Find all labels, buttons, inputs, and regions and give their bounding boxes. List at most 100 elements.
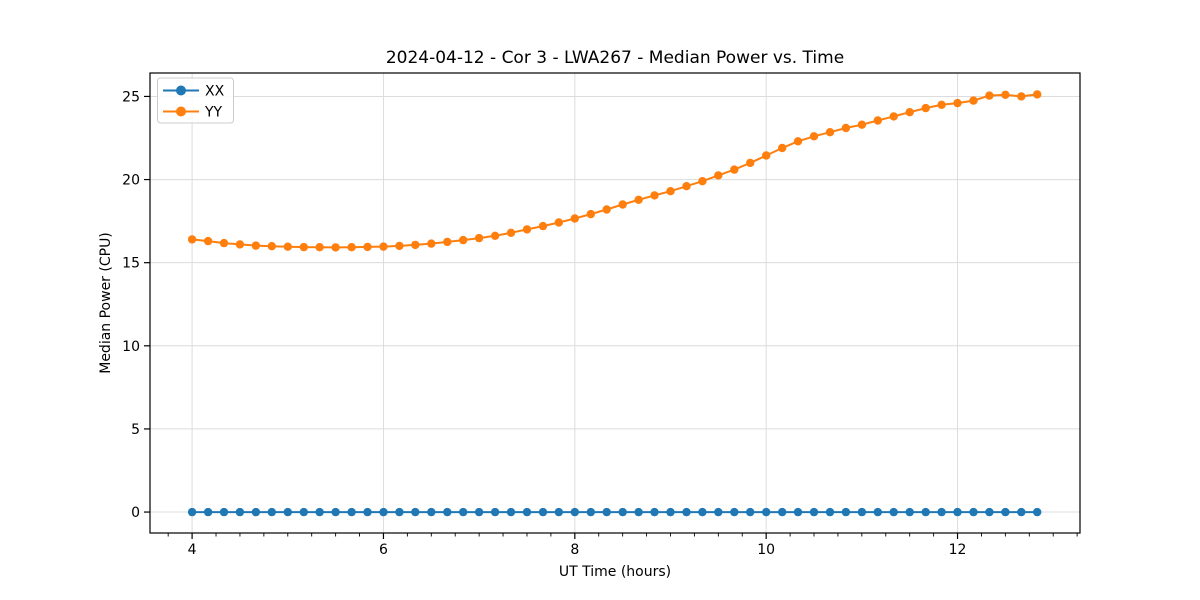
- series-yy-marker: [347, 243, 356, 252]
- legend-entry-yy: YY: [163, 105, 223, 121]
- x-tick-label: 12: [949, 542, 967, 558]
- series-yy-marker: [1033, 90, 1042, 99]
- series-yy-marker: [267, 242, 276, 251]
- series-xx-marker: [602, 507, 611, 517]
- series-xx-marker: [698, 507, 707, 517]
- series-yy-marker: [506, 228, 516, 237]
- series-yy-marker: [682, 182, 691, 191]
- series-yy-marker: [219, 238, 229, 248]
- x-axis-label: UT Time (hours): [559, 564, 671, 580]
- series-xx-marker: [347, 507, 356, 517]
- series-xx-marker: [778, 507, 787, 517]
- series-yy-marker: [187, 235, 197, 244]
- series-yy-marker: [825, 128, 835, 137]
- series-xx-marker: [1001, 507, 1010, 517]
- series-xx-marker: [538, 507, 548, 517]
- series-yy-marker: [841, 123, 851, 133]
- series-xx-marker: [570, 507, 579, 517]
- series-yy-marker: [1001, 90, 1010, 100]
- chart-title: 2024-04-12 - Cor 3 - LWA267 - Median Pow…: [386, 48, 844, 68]
- series-yy-marker: [203, 236, 213, 246]
- series-xx-marker: [905, 507, 914, 517]
- series-xx-marker: [634, 507, 643, 517]
- series-xx-marker: [809, 507, 819, 517]
- plot-border: [149, 72, 1081, 534]
- series-yy-marker: [714, 171, 723, 180]
- series-yy-marker: [937, 100, 946, 110]
- series-yy-marker: [395, 241, 404, 251]
- series-yy-marker: [698, 177, 707, 186]
- series-yy-marker: [857, 120, 867, 129]
- y-tick-label: 10: [122, 339, 140, 355]
- series-yy-marker: [602, 205, 611, 214]
- series-yy-marker: [427, 239, 436, 248]
- y-tick-label: 20: [122, 173, 140, 189]
- series-yy-marker: [778, 143, 787, 153]
- series-xx-marker: [889, 507, 898, 517]
- series-xx-marker: [825, 507, 835, 517]
- series-xx-marker: [427, 507, 436, 517]
- series-yy-marker: [905, 108, 914, 117]
- series-xx-marker: [921, 507, 930, 517]
- series-yy-marker: [762, 151, 771, 160]
- series-yy-marker: [379, 242, 388, 251]
- series-xx-marker: [746, 507, 755, 517]
- series-xx-marker: [985, 507, 994, 517]
- series-xx-marker: [554, 507, 563, 517]
- series-yy-marker: [315, 243, 324, 252]
- y-axis-label: Median Power (CPU): [98, 232, 114, 374]
- series-xx-marker: [411, 507, 420, 517]
- series-xx-marker: [969, 507, 978, 517]
- series-yy-marker: [474, 233, 484, 243]
- series-xx-marker: [490, 507, 500, 517]
- y-tick-label: 15: [122, 256, 140, 272]
- series-xx-marker: [235, 507, 245, 517]
- series-yy-marker: [809, 132, 819, 141]
- series-xx-marker: [395, 507, 404, 517]
- series-xx-marker: [219, 507, 229, 517]
- legend-label-yy: YY: [204, 105, 223, 121]
- series-xx-marker: [730, 507, 739, 517]
- series-yy-marker: [746, 158, 755, 168]
- series-xx-marker: [251, 507, 261, 517]
- legend: XX YY: [157, 77, 234, 124]
- x-axis: 4 6 8 10 12: [167, 533, 1078, 558]
- legend-marker-yy: [176, 106, 186, 117]
- series-yy-marker: [443, 237, 452, 247]
- series-xx-marker: [857, 507, 867, 517]
- series-xx-marker: [666, 507, 675, 517]
- series-xx-marker: [283, 507, 292, 517]
- series-yy-marker: [490, 231, 500, 240]
- series-xx-marker: [682, 507, 691, 517]
- series-xx-marker: [618, 507, 627, 517]
- series-xx-marker: [203, 507, 213, 517]
- series-yy-marker: [666, 187, 675, 196]
- series-xx-marker: [873, 507, 882, 517]
- series-yy-marker: [522, 225, 532, 234]
- series-xx-marker: [267, 507, 276, 517]
- series-yy-marker: [921, 103, 930, 113]
- x-tick-label: 8: [570, 542, 579, 558]
- series-xx-marker: [379, 507, 388, 517]
- series-xx-marker: [331, 507, 340, 517]
- series-xx-marker: [187, 507, 197, 517]
- y-tick-label: 5: [131, 422, 140, 438]
- series-yy-marker: [235, 240, 245, 249]
- series-yy-marker: [730, 165, 739, 174]
- series-layer: [187, 90, 1042, 517]
- legend-label-xx: XX: [205, 84, 225, 100]
- series-yy-marker: [459, 235, 468, 245]
- series-yy-marker: [554, 218, 563, 227]
- series-yy-marker: [985, 91, 994, 100]
- series-xx-marker: [1017, 507, 1026, 517]
- series-yy-marker: [650, 191, 659, 200]
- series-xx-marker: [793, 507, 803, 517]
- legend-entry-xx: XX: [163, 84, 225, 100]
- series-yy-marker: [363, 242, 372, 252]
- series-yy-marker: [538, 221, 548, 231]
- series-yy-marker: [283, 242, 292, 251]
- series-yy-marker: [331, 243, 340, 252]
- series-xx-marker: [459, 507, 468, 517]
